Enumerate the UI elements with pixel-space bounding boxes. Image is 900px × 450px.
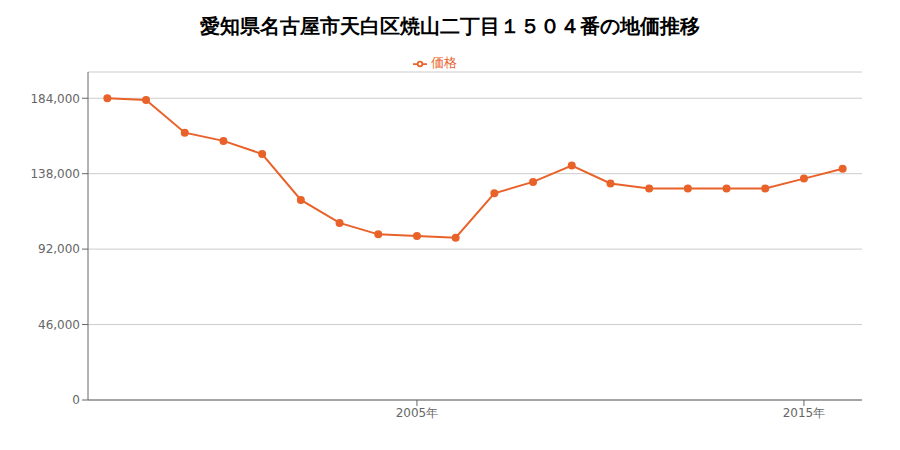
svg-text:138,000: 138,000 xyxy=(30,167,80,181)
html-text:愛知県名古屋市天白区焼山二丁目１５０４番の地価推移: 愛知県名古屋市天白区焼山二丁目１５０４番の地価推移 xyxy=(200,14,700,38)
svg-text:2005年: 2005年 xyxy=(396,406,439,420)
svg-text:2015年: 2015年 xyxy=(783,406,826,420)
svg-text:92,000: 92,000 xyxy=(38,242,80,256)
svg-text:184,000: 184,000 xyxy=(30,92,80,106)
svg-text:46,000: 46,000 xyxy=(38,318,80,332)
svg-text:0: 0 xyxy=(72,393,80,407)
html-text:価格: 価格 xyxy=(431,55,457,70)
